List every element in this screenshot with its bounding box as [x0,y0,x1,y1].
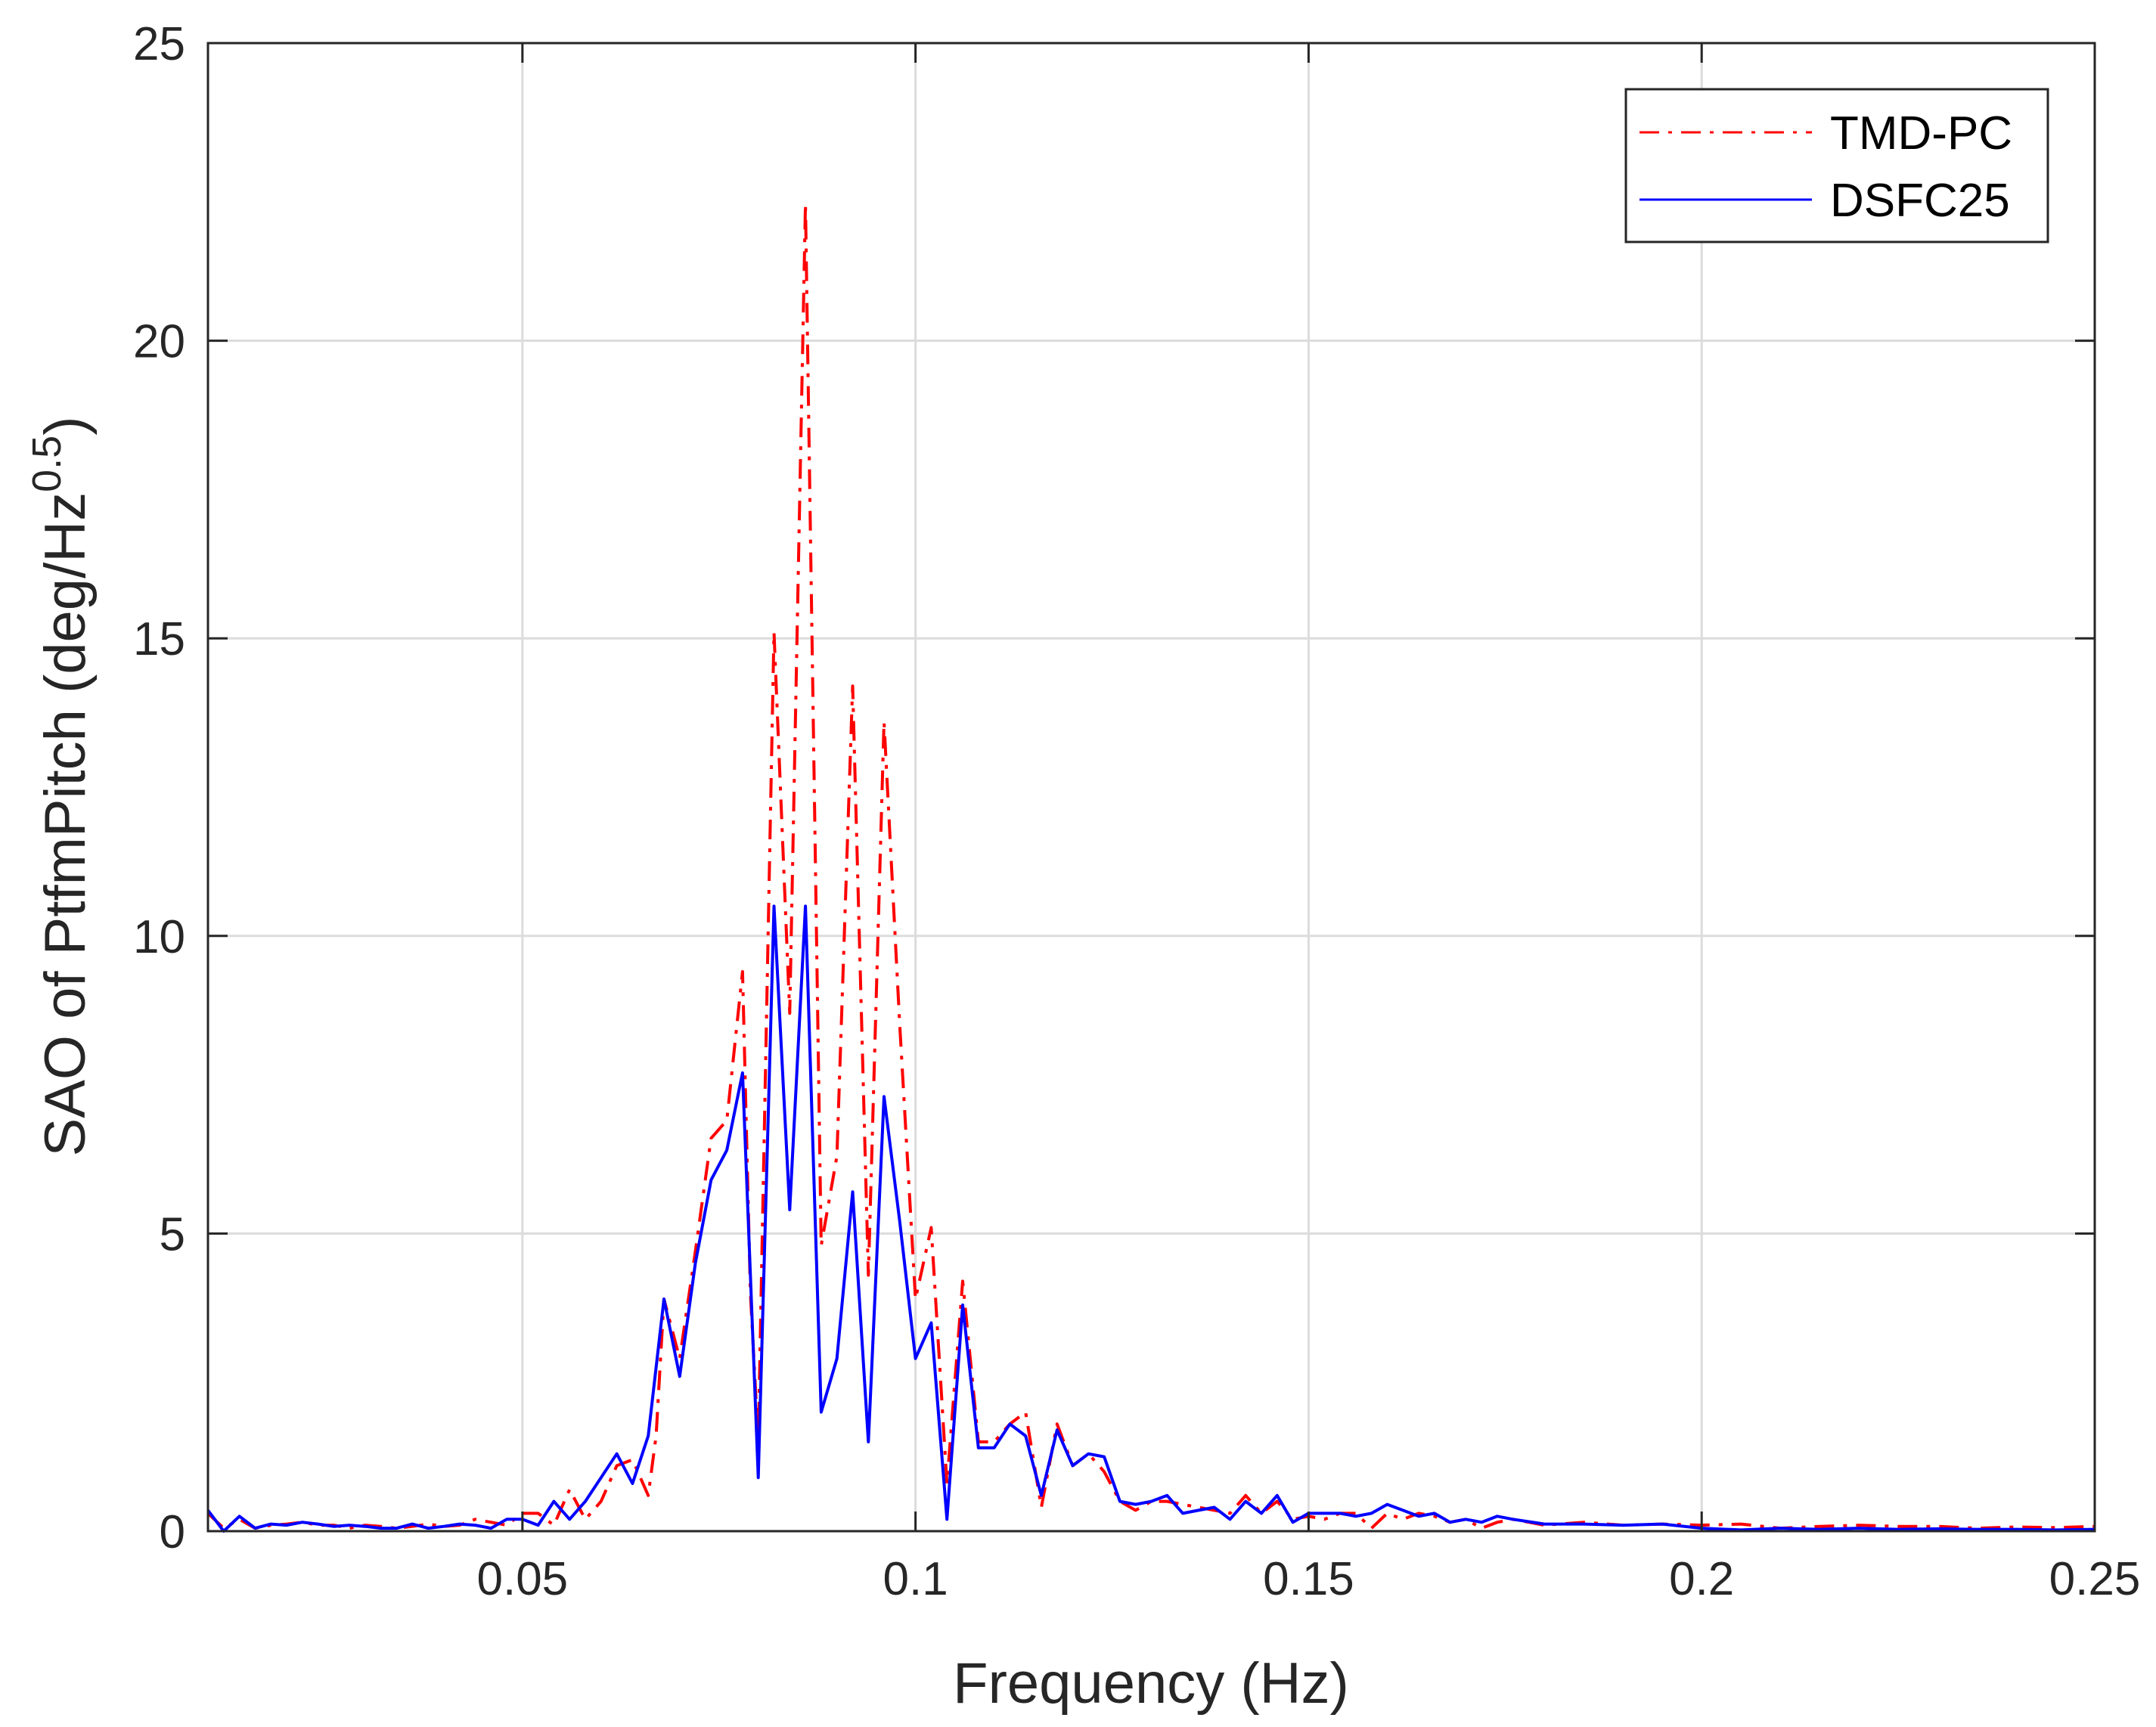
plot-frame [206,42,2096,1533]
y-axis-label-close: ) [33,417,98,436]
legend-label-tmd-pc: TMD-PC [1830,107,2012,160]
series-layer [206,202,2096,1533]
y-axis-label: SAO of PtfmPitch (deg/Hz0.5) [24,417,98,1157]
y-tick-label: 25 [133,18,185,70]
x-tick-label: 0.15 [1263,1553,1354,1605]
x-axis-label: Frequency (Hz) [953,1651,1349,1716]
y-axis-label-main: SAO of PtfmPitch (deg/Hz [33,492,98,1157]
y-tick-label: 5 [160,1208,185,1260]
x-tick-label: 0.2 [1669,1553,1734,1605]
y-tick-label: 0 [160,1506,185,1558]
y-tick-labels: 0 5 10 15 20 25 [133,18,185,1558]
y-tick-label: 15 [133,613,185,665]
series-line-tmd-pc [206,202,2096,1530]
y-axis-label-superscript: 0.5 [24,436,70,492]
x-tick-label: 0.25 [2049,1553,2141,1605]
x-tick-label: 0.05 [476,1553,568,1605]
legend: TMD-PC DSFC25 [1624,88,2049,243]
ticks [208,42,2096,1533]
y-tick-label: 20 [133,316,185,368]
series-line-dsfc25 [206,904,2096,1533]
x-tick-labels: 0.05 0.1 0.15 0.2 0.25 [476,1553,2140,1605]
x-tick-label: 0.1 [883,1553,948,1605]
legend-box [1624,88,2049,243]
y-tick-label: 10 [133,911,185,963]
legend-label-dsfc25: DSFC25 [1830,175,2010,227]
